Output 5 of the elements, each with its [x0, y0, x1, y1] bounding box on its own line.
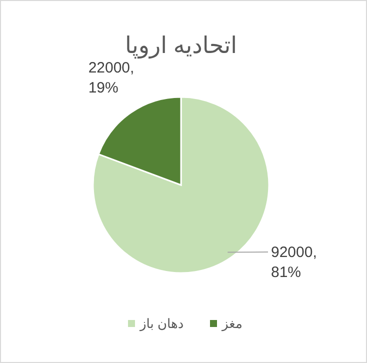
legend-label: مغز — [221, 316, 242, 332]
legend-label: دهان باز — [139, 316, 184, 332]
chart-title: اتحادیه اروپا — [124, 32, 238, 59]
data-label: 92000, 81% — [271, 244, 317, 281]
data-label: 22000, 19% — [88, 60, 134, 97]
